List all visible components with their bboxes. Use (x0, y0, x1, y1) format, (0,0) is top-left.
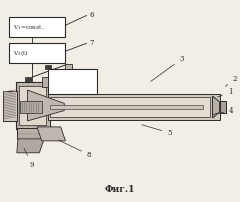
Bar (8, 17, 66, 37)
Text: Фиг.1: Фиг.1 (105, 185, 135, 194)
Bar (48, 69, 97, 94)
Bar (65, 64, 72, 69)
Text: 6: 6 (89, 11, 94, 19)
Bar (42, 77, 48, 86)
Text: 8: 8 (59, 140, 91, 159)
Text: 1: 1 (217, 88, 232, 97)
Bar (50, 97, 210, 117)
Bar (20, 101, 42, 113)
Bar (220, 101, 226, 113)
Bar (3, 91, 17, 121)
Text: 2: 2 (225, 75, 237, 86)
Text: 4: 4 (213, 107, 234, 115)
Bar (19, 86, 47, 125)
Bar (50, 105, 203, 108)
Polygon shape (212, 96, 220, 118)
Bar (48, 94, 220, 120)
Text: V$_2$(t): V$_2$(t) (13, 48, 29, 58)
Bar (45, 65, 51, 69)
Bar (8, 43, 66, 63)
Text: 9: 9 (24, 148, 34, 169)
Text: 7: 7 (89, 39, 94, 47)
Bar (25, 77, 32, 82)
Bar (17, 128, 49, 139)
Text: 5: 5 (142, 125, 172, 137)
Text: V$_1$=const.: V$_1$=const. (13, 23, 45, 32)
Polygon shape (17, 139, 44, 153)
Bar (16, 82, 50, 129)
Polygon shape (37, 127, 66, 141)
Text: 3: 3 (151, 55, 184, 81)
Polygon shape (28, 90, 64, 121)
